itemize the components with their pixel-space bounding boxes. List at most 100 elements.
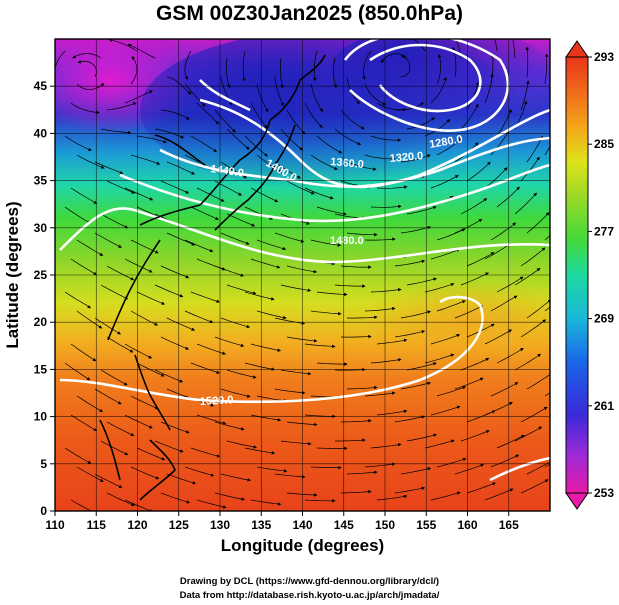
colorbar-tick-label: 293	[594, 50, 614, 64]
streamline	[370, 358, 402, 364]
streamline	[551, 108, 562, 136]
streamline	[274, 473, 306, 479]
streamline	[190, 135, 218, 153]
streamline	[466, 161, 491, 182]
streamline	[436, 54, 442, 85]
streamline	[256, 239, 287, 251]
streamline	[166, 473, 197, 485]
streamline	[520, 406, 548, 423]
streamline	[124, 90, 154, 104]
streamline	[154, 369, 184, 383]
streamline	[520, 247, 546, 267]
colorbar: 293 285 277 269 261 253	[565, 40, 614, 510]
streamline	[304, 414, 336, 419]
streamline	[526, 461, 550, 475]
streamline	[244, 362, 275, 371]
streamline	[484, 167, 508, 189]
colorbar-ticks: 293 285 277 269 261 253	[588, 50, 614, 500]
streamline	[514, 192, 537, 215]
streamline	[274, 317, 306, 325]
streamline	[394, 486, 426, 494]
streamline	[520, 156, 540, 182]
streamline	[430, 248, 461, 260]
streamline	[106, 492, 135, 507]
streamline	[136, 447, 166, 461]
streamline	[220, 317, 251, 329]
streamline	[160, 109, 190, 120]
streamline	[520, 319, 547, 338]
streamline	[460, 430, 490, 442]
streamline	[406, 362, 437, 371]
streamline	[242, 50, 246, 82]
streamline	[484, 329, 513, 345]
streamline	[436, 300, 466, 312]
streamline	[494, 39, 498, 52]
y-tick-label: 35	[34, 174, 48, 188]
streamline	[136, 135, 167, 144]
streamline	[76, 395, 104, 413]
x-tick-label: 130	[210, 518, 230, 532]
streamline	[364, 83, 387, 106]
streamline	[340, 334, 372, 339]
streamline	[160, 265, 190, 279]
streamline	[490, 222, 517, 241]
streamline	[466, 81, 480, 111]
colorbar-top-arrow	[565, 40, 589, 58]
chart-title: GSM 00Z30Jan2025 (850.0hPa)	[155, 2, 463, 25]
streamline	[454, 463, 485, 475]
streamline	[94, 388, 122, 405]
streamline	[370, 135, 402, 142]
streamline	[406, 433, 437, 442]
streamline	[226, 213, 256, 227]
streamline	[304, 343, 336, 349]
streamline	[436, 457, 467, 468]
streamline	[184, 83, 206, 107]
streamline	[310, 310, 342, 316]
streamline	[544, 306, 550, 312]
streamline	[526, 135, 543, 163]
temperature-shading	[55, 39, 550, 511]
streamline	[400, 154, 431, 163]
streamline	[220, 473, 251, 482]
streamline	[454, 377, 484, 390]
streamline	[190, 362, 220, 374]
streamline	[316, 135, 343, 154]
streamline	[190, 206, 219, 220]
streamline	[430, 405, 461, 416]
colorbar-tick-label: 269	[594, 312, 614, 326]
contour-label-1480: 1480.0	[330, 235, 364, 247]
contour-label-1520: 1520.0	[200, 394, 234, 408]
x-tick-label: 140	[292, 518, 312, 532]
streamline	[76, 466, 104, 482]
streamline	[76, 239, 104, 256]
x-axis: 110 115 120 125 130 135 140 145 150 155 160 165	[45, 511, 519, 532]
streamline	[160, 492, 191, 504]
streamline	[430, 333, 461, 345]
streamline	[436, 386, 467, 397]
streamline	[380, 53, 408, 63]
streamline	[400, 55, 411, 78]
y-tick-label: 40	[34, 126, 48, 140]
contour-label-1440: 1440.0	[210, 163, 245, 180]
streamline	[364, 154, 396, 161]
streamline	[313, 50, 318, 82]
streamline	[335, 438, 366, 442]
colorbar-scale	[565, 56, 589, 494]
streamline	[364, 306, 396, 312]
streamline	[394, 259, 426, 267]
streamline	[406, 205, 437, 215]
streamline	[286, 265, 318, 274]
streamline	[70, 499, 92, 511]
streamline	[400, 310, 431, 319]
streamline	[94, 473, 123, 488]
credit-line-dcl: Drawing by DCL (https://www.gfd-dennou.o…	[179, 576, 440, 587]
streamline	[544, 392, 550, 397]
streamline	[106, 102, 137, 111]
streamline	[310, 83, 323, 113]
streamline	[106, 336, 134, 353]
streamline	[196, 343, 226, 355]
streamline	[108, 39, 138, 52]
y-tick-label: 15	[34, 362, 48, 376]
streamline	[166, 317, 196, 331]
